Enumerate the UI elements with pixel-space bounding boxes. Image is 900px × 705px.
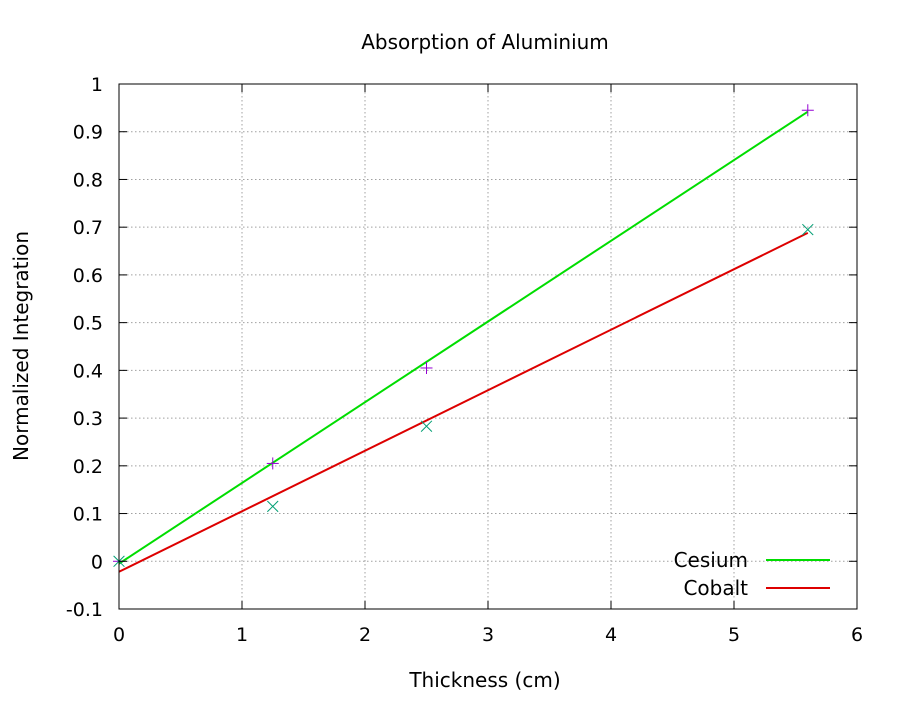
x-tick-label: 1 xyxy=(236,624,248,646)
y-axis-title: Normalized Integration xyxy=(9,231,33,461)
x-tick-labels: 0 1 2 3 4 5 6 xyxy=(113,624,863,646)
fit-lines xyxy=(118,110,809,573)
x-tick-label: 4 xyxy=(605,624,617,646)
legend: Cesium Cobalt xyxy=(674,548,830,600)
data-point-cobalt xyxy=(266,500,279,513)
axis-ticks xyxy=(118,83,858,610)
legend-label-cobalt: Cobalt xyxy=(683,576,748,600)
y-tick-label: 0.2 xyxy=(73,456,103,478)
legend-entry-cesium: Cesium xyxy=(674,548,830,572)
fit-line-cobalt xyxy=(118,232,809,573)
y-tick-label: 0.5 xyxy=(73,313,103,335)
data-point-cesium xyxy=(266,457,279,470)
x-tick-label: 5 xyxy=(728,624,740,646)
y-tick-label: 0.3 xyxy=(73,408,103,430)
data-point-cobalt xyxy=(802,223,814,236)
marker-stroke xyxy=(420,420,433,432)
y-tick-label: 0.9 xyxy=(73,122,103,144)
chart-title: Absorption of Aluminium xyxy=(361,30,609,54)
x-axis-title: Thickness (cm) xyxy=(408,668,560,692)
data-point-cesium xyxy=(420,361,433,374)
y-tick-label: 0.8 xyxy=(73,169,103,191)
y-tick-label: 0.7 xyxy=(73,217,103,239)
x-tick-label: 2 xyxy=(359,624,371,646)
data-point-cobalt xyxy=(420,420,433,432)
y-tick-label: 0.4 xyxy=(73,360,103,382)
y-tick-label: 0 xyxy=(91,551,103,573)
x-tick-label: 3 xyxy=(482,624,494,646)
data-markers xyxy=(113,104,814,568)
x-tick-label: 0 xyxy=(113,624,125,646)
legend-entry-cobalt: Cobalt xyxy=(683,576,830,600)
marker-stroke xyxy=(266,500,279,513)
y-tick-label: 0.6 xyxy=(73,265,103,287)
fit-line-cesium xyxy=(118,110,809,565)
marker-stroke xyxy=(802,223,814,236)
y-tick-label: 1 xyxy=(91,74,103,96)
legend-label-cesium: Cesium xyxy=(674,548,748,572)
y-tick-label: 0.1 xyxy=(73,504,103,526)
data-point-cesium xyxy=(801,104,814,117)
grid xyxy=(119,84,857,609)
y-tick-labels: -0.1 0 0.1 0.2 0.3 0.4 0.5 0.6 0.7 0.8 0.9 1 xyxy=(66,74,103,621)
plot-frame xyxy=(118,83,858,610)
y-tick-label: -0.1 xyxy=(66,599,103,621)
x-tick-label: 6 xyxy=(851,624,863,646)
